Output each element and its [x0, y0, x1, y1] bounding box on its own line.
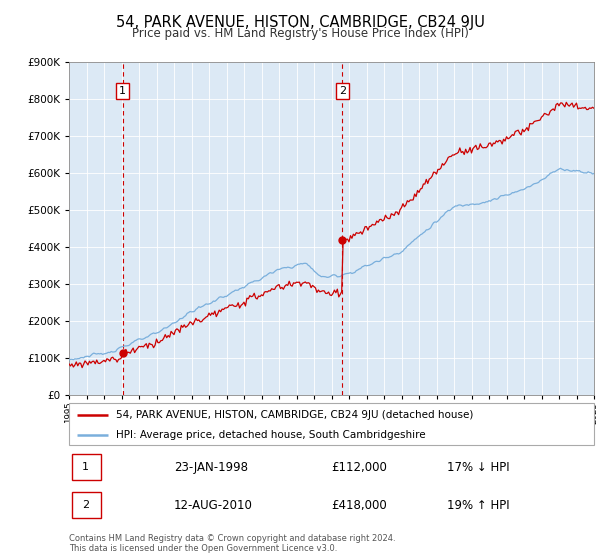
FancyBboxPatch shape [71, 454, 101, 480]
Text: £112,000: £112,000 [331, 460, 388, 474]
Text: 1: 1 [82, 462, 89, 472]
Text: 2: 2 [82, 500, 89, 510]
Text: HPI: Average price, detached house, South Cambridgeshire: HPI: Average price, detached house, Sout… [116, 430, 426, 440]
Text: 54, PARK AVENUE, HISTON, CAMBRIDGE, CB24 9JU: 54, PARK AVENUE, HISTON, CAMBRIDGE, CB24… [116, 15, 484, 30]
Text: £418,000: £418,000 [331, 498, 387, 512]
Text: 17% ↓ HPI: 17% ↓ HPI [447, 460, 509, 474]
Text: Price paid vs. HM Land Registry's House Price Index (HPI): Price paid vs. HM Land Registry's House … [131, 27, 469, 40]
FancyBboxPatch shape [69, 403, 594, 445]
Text: 23-JAN-1998: 23-JAN-1998 [174, 460, 248, 474]
Text: Contains HM Land Registry data © Crown copyright and database right 2024.
This d: Contains HM Land Registry data © Crown c… [69, 534, 395, 553]
Text: 54, PARK AVENUE, HISTON, CAMBRIDGE, CB24 9JU (detached house): 54, PARK AVENUE, HISTON, CAMBRIDGE, CB24… [116, 410, 473, 420]
Text: 19% ↑ HPI: 19% ↑ HPI [447, 498, 509, 512]
FancyBboxPatch shape [71, 492, 101, 518]
Text: 12-AUG-2010: 12-AUG-2010 [174, 498, 253, 512]
Text: 2: 2 [339, 86, 346, 96]
Text: 1: 1 [119, 86, 126, 96]
